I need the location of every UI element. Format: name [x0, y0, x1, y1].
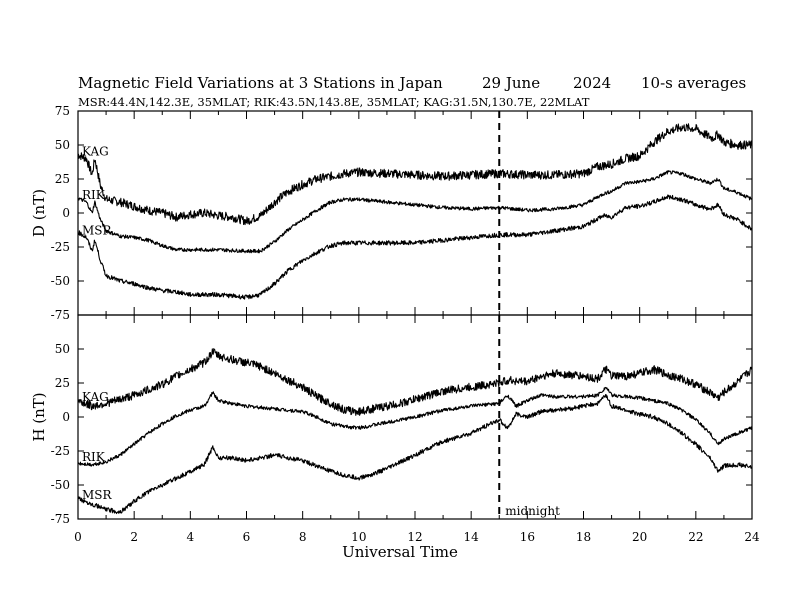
x-tick-label: 16 [520, 530, 535, 544]
y-tick-label: 25 [55, 376, 70, 390]
x-tick-label: 4 [187, 530, 195, 544]
y-axis-title-H: H (nT) [30, 392, 48, 441]
x-tick-label: 2 [130, 530, 138, 544]
series-label-rik: RIK [82, 450, 106, 464]
x-tick-label: 10 [351, 530, 366, 544]
y-tick-label: -25 [51, 240, 70, 254]
y-axis-title-D: D (nT) [30, 189, 48, 237]
y-tick-label: -75 [51, 512, 70, 526]
x-tick-label: 6 [243, 530, 251, 544]
x-tick-label: 0 [74, 530, 82, 544]
y-tick-label: -50 [51, 274, 70, 288]
y-tick-label: -75 [51, 308, 70, 322]
series-label-kag: KAG [82, 390, 109, 404]
y-tick-label: -25 [51, 444, 70, 458]
y-tick-label: -50 [51, 478, 70, 492]
series-label-kag: KAG [82, 145, 109, 159]
series-line-kag-H [77, 348, 753, 416]
series-line-msr-H [77, 394, 753, 515]
x-tick-label: 8 [299, 530, 307, 544]
station-coordinates: MSR:44.4N,142.3E, 35MLAT; RIK:43.5N,143.… [78, 95, 590, 109]
series-label-msr: MSR [82, 488, 113, 502]
x-axis-title: Universal Time [342, 543, 458, 561]
y-tick-label: 25 [55, 172, 70, 186]
plot-area: 75 50 25 0 -25 -50 -75 D (nT) KAG RIK MSR 50 25 0 -25 -… [30, 104, 760, 544]
y-tick-label: 0 [62, 206, 70, 220]
y-tick-label: 50 [55, 342, 70, 356]
series-line-kag-D [77, 123, 753, 226]
series-label-msr: MSR [82, 223, 113, 237]
x-tick-label: 20 [632, 530, 647, 544]
series-label-rik: RIK [82, 188, 106, 202]
series-line-msr-D [77, 194, 753, 300]
y-tick-label: 0 [62, 410, 70, 424]
chart-year: 2024 [573, 74, 611, 92]
y-tick-label: 75 [55, 104, 70, 118]
series-line-rik-D [77, 170, 753, 254]
x-tick-label: 12 [407, 530, 422, 544]
midnight-marker-label: midnight [505, 504, 560, 518]
chart-date: 29 June [482, 74, 540, 92]
chart-title: Magnetic Field Variations at 3 Stations … [78, 74, 443, 92]
chart-averaging: 10-s averages [641, 74, 746, 92]
x-tick-label: 24 [744, 530, 760, 544]
x-tick-label: 22 [688, 530, 703, 544]
y-tick-label: 50 [55, 138, 70, 152]
x-tick-label: 14 [464, 530, 480, 544]
x-tick-label: 18 [576, 530, 591, 544]
series-line-rik-H [77, 386, 753, 467]
